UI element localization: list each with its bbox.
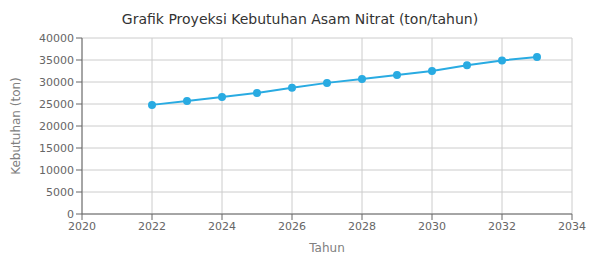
- svg-text:35000: 35000: [39, 54, 74, 67]
- svg-text:40000: 40000: [39, 32, 74, 45]
- svg-text:2026: 2026: [278, 220, 306, 233]
- svg-text:2028: 2028: [348, 220, 376, 233]
- svg-text:25000: 25000: [39, 98, 74, 111]
- svg-text:30000: 30000: [39, 76, 74, 89]
- html-text:Grafik Proyeksi Kebutuhan Asam: Grafik Proyeksi Kebutuhan Asam Nitrat (t…: [121, 11, 479, 27]
- svg-text:2020: 2020: [68, 220, 96, 233]
- svg-text:5000: 5000: [46, 186, 74, 199]
- svg-text:10000: 10000: [39, 164, 74, 177]
- svg-text:2030: 2030: [418, 220, 446, 233]
- svg-text:Kebutuhan (ton): Kebutuhan (ton): [9, 77, 23, 175]
- svg-text:15000: 15000: [39, 142, 74, 155]
- svg-text:2024: 2024: [208, 220, 236, 233]
- svg-text:20000: 20000: [39, 120, 74, 133]
- svg-text:2034: 2034: [558, 220, 586, 233]
- svg-text:2022: 2022: [138, 220, 166, 233]
- svg-text:2032: 2032: [488, 220, 516, 233]
- svg-text:0: 0: [67, 208, 74, 221]
- svg-text:Tahun: Tahun: [308, 241, 345, 255]
